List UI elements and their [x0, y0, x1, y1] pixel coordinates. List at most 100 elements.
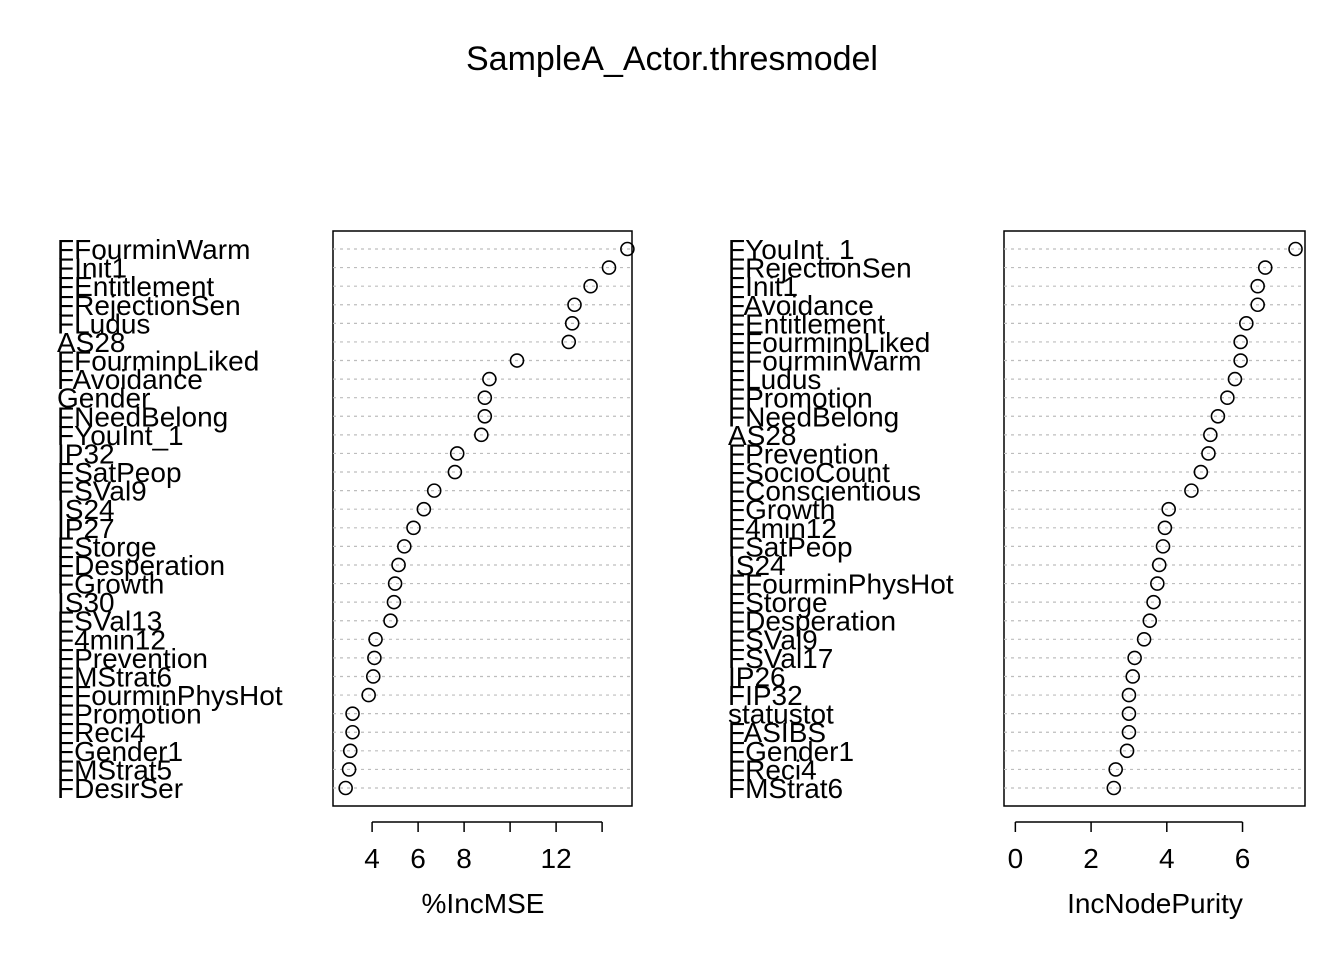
row-label: FMStrat6	[57, 661, 172, 692]
row-label: FSatPeop	[728, 531, 853, 562]
data-point	[1210, 408, 1226, 424]
data-point	[345, 724, 360, 740]
row-label: FConscientious	[728, 476, 921, 507]
row-label: IS24	[57, 494, 115, 525]
data-point	[447, 464, 463, 480]
data-point	[1288, 241, 1303, 257]
data-point	[1155, 539, 1171, 554]
data-point	[345, 706, 360, 721]
row-label: F4min12	[57, 624, 166, 655]
row-label: FIP32	[728, 680, 803, 711]
row-label: FRejectionSen	[57, 290, 241, 321]
row-label: FPromotion	[57, 699, 202, 730]
data-point	[1193, 464, 1209, 480]
x-tick-label: 12	[541, 843, 572, 874]
data-point	[1257, 260, 1273, 275]
row-label: FFourminWarm	[57, 234, 250, 265]
row-label: FInit1	[57, 253, 127, 284]
panel-incmse: FFourminWarmFInit1FEntitlementFRejection…	[57, 230, 635, 874]
data-point	[583, 278, 598, 294]
data-point	[368, 632, 383, 647]
row-label: FDesperation	[728, 606, 896, 637]
row-label: FSVal9	[57, 476, 147, 507]
plot-frame	[332, 230, 633, 807]
data-point	[1121, 706, 1137, 721]
row-label: FSocioCount	[728, 457, 890, 488]
data-point	[1127, 650, 1142, 666]
data-point	[1250, 297, 1265, 313]
row-label: FSVal17	[728, 643, 833, 674]
data-point	[1142, 613, 1158, 629]
data-point	[342, 743, 358, 759]
row-label: FDesirSer	[57, 773, 183, 804]
row-label: FDesperation	[57, 550, 225, 581]
row-label: FGender1	[57, 736, 183, 767]
data-point	[1150, 576, 1165, 591]
data-point	[1136, 632, 1152, 647]
row-label: FPrevention	[57, 643, 208, 674]
data-point	[1220, 390, 1235, 405]
row-label: FInit1	[728, 271, 798, 302]
data-point	[341, 762, 357, 777]
row-label: FReci4	[57, 717, 146, 748]
row-label: FGrowth	[57, 569, 164, 600]
data-point	[1146, 594, 1161, 610]
row-label: FAvoidance	[57, 364, 203, 395]
x-axis-label-incnodepurity: IncNodePurity	[1067, 888, 1243, 919]
x-tick-label: 2	[1083, 843, 1099, 874]
data-point	[1119, 743, 1135, 759]
row-label: FASIBS	[728, 717, 826, 748]
chart-title: SampleA_Actor.thresmodel	[466, 40, 878, 78]
data-point	[1201, 446, 1216, 461]
data-point	[482, 371, 497, 387]
row-label: IS30	[57, 587, 115, 618]
row-label: FNeedBelong	[728, 401, 899, 432]
row-label: FPrevention	[728, 438, 879, 469]
data-point	[1106, 780, 1122, 796]
data-point	[361, 687, 376, 703]
data-point	[1151, 557, 1167, 573]
data-point	[1121, 724, 1137, 740]
data-point	[338, 780, 353, 796]
x-tick-label: 8	[456, 843, 472, 874]
data-point	[1227, 371, 1243, 387]
data-point	[477, 390, 493, 405]
row-label: FNeedBelong	[57, 401, 228, 432]
data-point	[1233, 334, 1248, 350]
x-tick-label: 6	[410, 843, 426, 874]
row-label: FReci4	[728, 754, 817, 785]
data-point	[1108, 762, 1123, 777]
row-label: FFourminPhysHot	[728, 569, 954, 600]
row-label: FSatPeop	[57, 457, 182, 488]
data-point	[406, 520, 421, 536]
data-point	[477, 408, 493, 424]
x-tick-label: 4	[364, 843, 380, 874]
row-label: AS28	[728, 420, 797, 451]
row-label: FFourminpLiked	[728, 327, 930, 358]
data-point	[1161, 501, 1176, 517]
row-label: FSVal13	[57, 606, 162, 637]
data-point	[426, 483, 442, 498]
row-label: FSVal9	[728, 624, 818, 655]
row-label: IP32	[57, 438, 115, 469]
data-point	[1121, 687, 1137, 703]
data-point	[564, 316, 580, 331]
x-tick-label: 0	[1008, 843, 1024, 874]
data-point	[396, 539, 412, 554]
row-label: IS24	[728, 550, 786, 581]
row-label: FGender1	[728, 736, 854, 767]
row-label: FMStrat6	[728, 773, 843, 804]
data-point	[1239, 316, 1254, 331]
row-label: Gender	[57, 383, 150, 414]
row-label: FStorge	[57, 531, 157, 562]
row-label: FPromotion	[728, 383, 873, 414]
data-point	[620, 241, 635, 257]
plot-frame	[1003, 230, 1306, 807]
row-label: FYouInt_1	[57, 420, 184, 451]
data-point	[1233, 353, 1248, 368]
row-label: FFourminPhysHot	[57, 680, 283, 711]
data-point	[383, 613, 398, 629]
row-label: FRejectionSen	[728, 253, 912, 284]
data-point	[1250, 278, 1265, 294]
